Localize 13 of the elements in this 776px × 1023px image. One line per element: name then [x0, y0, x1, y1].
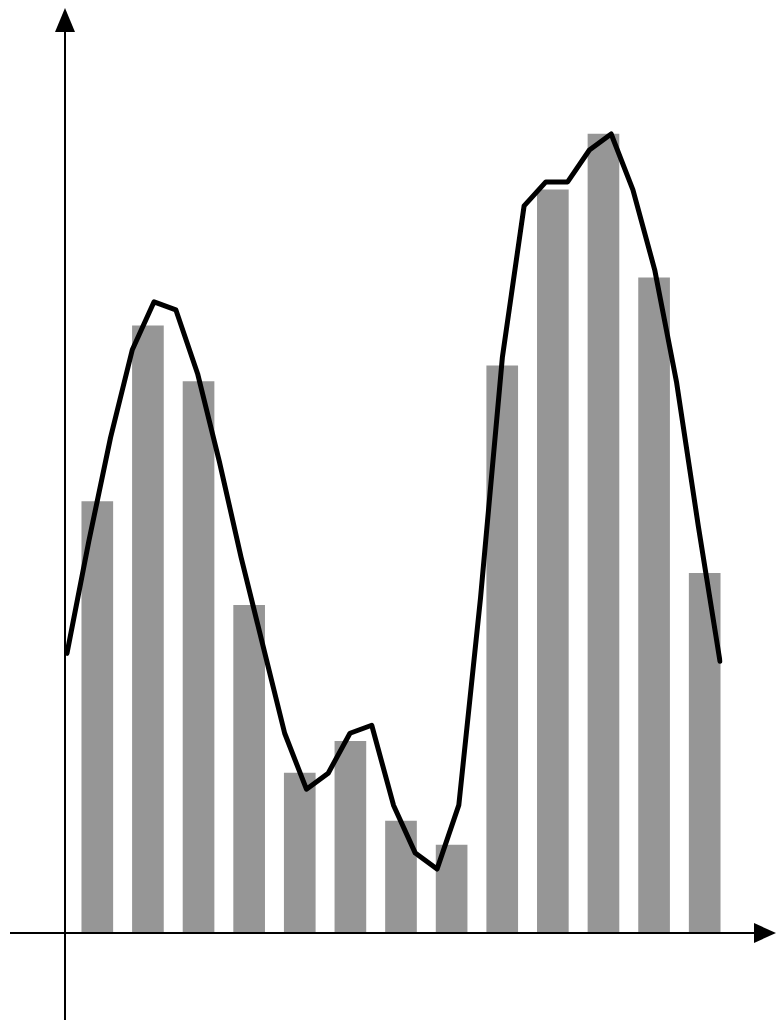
bar	[638, 277, 670, 933]
bar	[587, 133, 620, 933]
bar	[233, 605, 265, 933]
bar	[435, 844, 468, 933]
bar	[688, 573, 721, 933]
bar	[385, 820, 417, 933]
bar	[132, 325, 164, 933]
bar	[486, 365, 519, 933]
bar	[283, 772, 316, 933]
bar	[182, 381, 215, 933]
bar	[81, 501, 114, 933]
bar	[537, 189, 569, 933]
bar	[334, 740, 367, 933]
